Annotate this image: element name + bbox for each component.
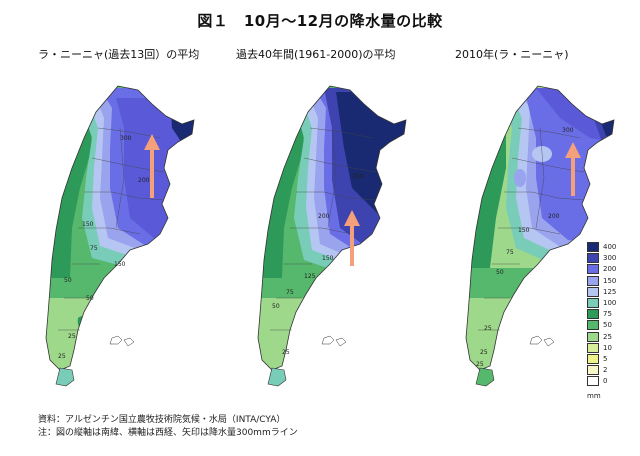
tierra-del-fuego bbox=[475, 367, 495, 387]
country-outline bbox=[257, 85, 407, 371]
tierra-del-fuego bbox=[267, 367, 287, 387]
legend-swatch bbox=[587, 354, 599, 364]
svg-text:150: 150 bbox=[322, 255, 334, 262]
notes: 資料：アルゼンチン国立農牧技術院気候・水局（INTA/CYA） 注：図の縦軸は南… bbox=[38, 414, 298, 440]
legend-swatch bbox=[587, 320, 599, 331]
tierra-del-fuego bbox=[55, 367, 75, 387]
province-boundaries bbox=[58, 127, 165, 331]
legend-label: 100 bbox=[603, 299, 617, 307]
panel-title-40-year-average: 過去40年間(1961-2000)の平均 bbox=[236, 48, 396, 61]
legend-label: 75 bbox=[603, 310, 612, 319]
panel-title-la-nina-average: ラ・ニーニャ(過去13回）の平均 bbox=[38, 48, 200, 61]
svg-text:50: 50 bbox=[496, 269, 504, 276]
precip-fill bbox=[258, 86, 406, 370]
svg-text:150: 150 bbox=[114, 261, 126, 268]
legend-label: 400 bbox=[603, 243, 617, 251]
legend-swatch bbox=[587, 242, 599, 252]
legend-swatch bbox=[587, 376, 599, 387]
legend-label: 2 bbox=[603, 366, 608, 375]
svg-text:200: 200 bbox=[138, 177, 150, 184]
country-outline bbox=[465, 85, 615, 371]
legend-label: 10 bbox=[603, 343, 612, 352]
svg-text:25: 25 bbox=[476, 361, 484, 368]
falkland-islands bbox=[321, 335, 347, 347]
legend-swatch bbox=[587, 331, 599, 342]
legend-swatch bbox=[587, 253, 599, 264]
contour-labels: 300 200 150 150 75 50 50 25 25 bbox=[58, 135, 150, 360]
falkland-islands bbox=[109, 335, 135, 347]
legend-label: 0 bbox=[603, 377, 608, 386]
svg-text:200: 200 bbox=[318, 213, 330, 220]
legend-label: 50 bbox=[603, 321, 612, 330]
legend-swatch bbox=[587, 286, 599, 297]
legend-label: 150 bbox=[603, 276, 617, 285]
arrow-300mm-line bbox=[144, 134, 160, 198]
source-note: 資料：アルゼンチン国立農牧技術院気候・水局（INTA/CYA） bbox=[38, 415, 286, 425]
precip-fill bbox=[46, 86, 194, 370]
legend-swatch bbox=[587, 264, 599, 275]
svg-text:50: 50 bbox=[64, 277, 72, 284]
svg-text:50: 50 bbox=[86, 295, 94, 302]
legend-label: 25 bbox=[603, 332, 612, 341]
precip-legend: mm 400 300 200 150 125 100 75 50 25 10 5 2 0 bbox=[583, 242, 633, 402]
svg-text:25: 25 bbox=[480, 349, 488, 356]
svg-text:25: 25 bbox=[484, 325, 492, 332]
svg-text:125: 125 bbox=[304, 273, 316, 280]
arrow-300mm-line bbox=[344, 210, 360, 266]
svg-text:150: 150 bbox=[82, 221, 94, 228]
svg-text:150: 150 bbox=[518, 227, 530, 234]
svg-text:300: 300 bbox=[120, 135, 132, 142]
svg-text:75: 75 bbox=[506, 249, 514, 256]
svg-text:25: 25 bbox=[58, 353, 66, 360]
svg-text:25: 25 bbox=[68, 333, 76, 340]
contour-labels: 300 200 150 75 50 25 25 25 bbox=[476, 127, 574, 368]
svg-text:50: 50 bbox=[272, 303, 280, 310]
svg-text:300: 300 bbox=[562, 127, 574, 134]
figure-title: 図１ 10月～12月の降水量の比較 bbox=[197, 12, 443, 30]
map-40-year-average: 300 200 150 125 75 50 25 bbox=[257, 85, 407, 387]
province-boundaries bbox=[478, 127, 585, 331]
svg-text:200: 200 bbox=[548, 213, 560, 220]
panel-title-2010: 2010年(ラ・ニーニャ) bbox=[455, 48, 569, 61]
map-la-nina-average: 300 200 150 150 75 50 50 25 25 bbox=[45, 85, 195, 387]
province-boundaries bbox=[270, 127, 377, 331]
axis-note: 注：図の縦軸は南緯、横軸は西経、矢印は降水量300mmライン bbox=[38, 428, 298, 438]
svg-text:75: 75 bbox=[286, 289, 294, 296]
legend-label: 125 bbox=[603, 287, 617, 296]
legend-label: 200 bbox=[603, 265, 617, 274]
svg-text:25: 25 bbox=[282, 349, 290, 356]
legend-unit: mm bbox=[587, 392, 601, 400]
legend-swatch bbox=[587, 309, 599, 320]
legend-label: 5 bbox=[603, 355, 608, 363]
legend-swatch bbox=[587, 275, 599, 286]
legend-swatch bbox=[587, 365, 599, 376]
falkland-islands bbox=[529, 335, 555, 347]
legend-swatch bbox=[587, 342, 599, 353]
contour-labels: 300 200 150 125 75 50 25 bbox=[272, 173, 364, 356]
arrow-300mm-line bbox=[565, 142, 581, 196]
svg-text:300: 300 bbox=[352, 173, 364, 180]
legend-label: 300 bbox=[603, 254, 617, 263]
legend-swatch bbox=[587, 298, 599, 308]
svg-text:75: 75 bbox=[90, 245, 98, 252]
country-outline bbox=[45, 85, 195, 371]
